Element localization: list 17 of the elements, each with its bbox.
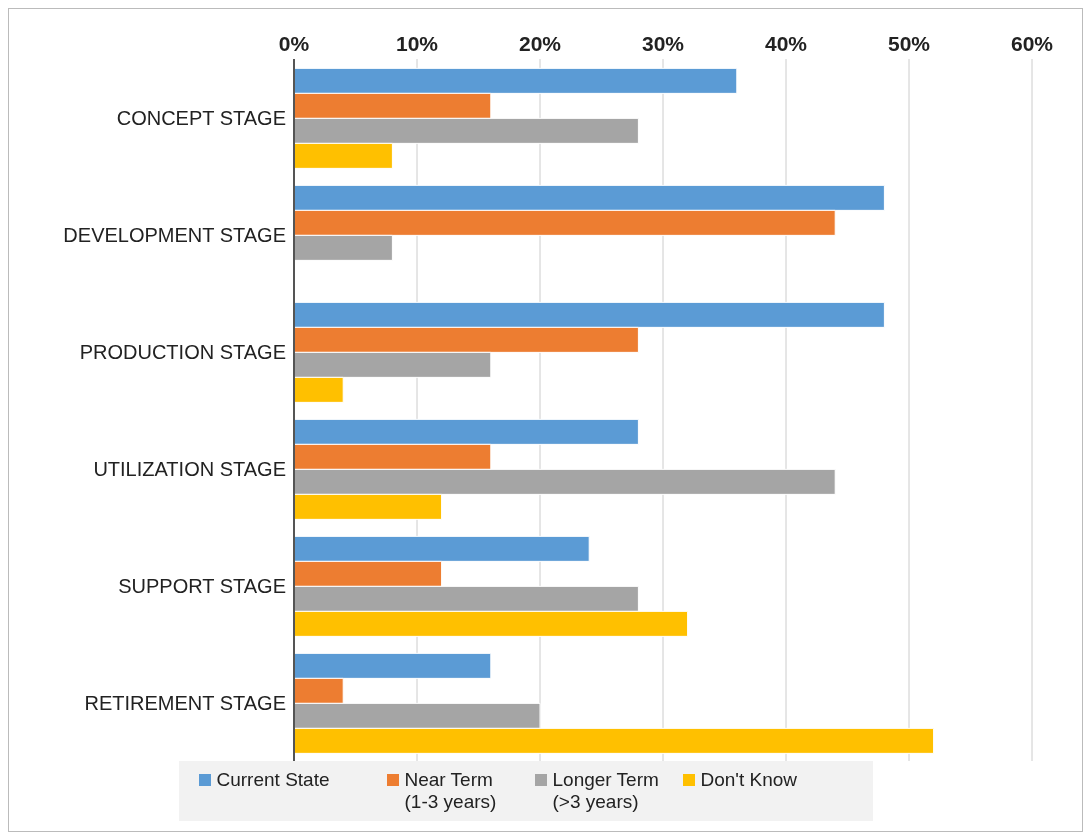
legend-label: Near Term (1-3 years): [404, 769, 498, 813]
x-tick-label: 0%: [278, 32, 310, 55]
y-tick-label: DEVELOPMENT STAGE: [63, 223, 286, 246]
y-tick-label: UTILIZATION STAGE: [93, 457, 286, 480]
legend-label: Longer Term (>3 years): [552, 769, 660, 813]
y-tick-label: SUPPORT STAGE: [118, 574, 286, 597]
x-tick-label: 20%: [518, 32, 562, 55]
y-tick-label: CONCEPT STAGE: [116, 106, 286, 129]
legend-label: Don't Know: [700, 769, 798, 791]
legend-label: Current State: [216, 769, 330, 791]
x-tick-label: 30%: [641, 32, 685, 55]
x-tick-label: 50%: [887, 32, 931, 55]
x-tick-label: 40%: [764, 32, 808, 55]
x-tick-label: 60%: [1010, 32, 1054, 55]
x-tick-label: 10%: [395, 32, 439, 55]
y-tick-label: RETIREMENT STAGE: [84, 691, 286, 714]
y-tick-label: PRODUCTION STAGE: [79, 340, 286, 363]
